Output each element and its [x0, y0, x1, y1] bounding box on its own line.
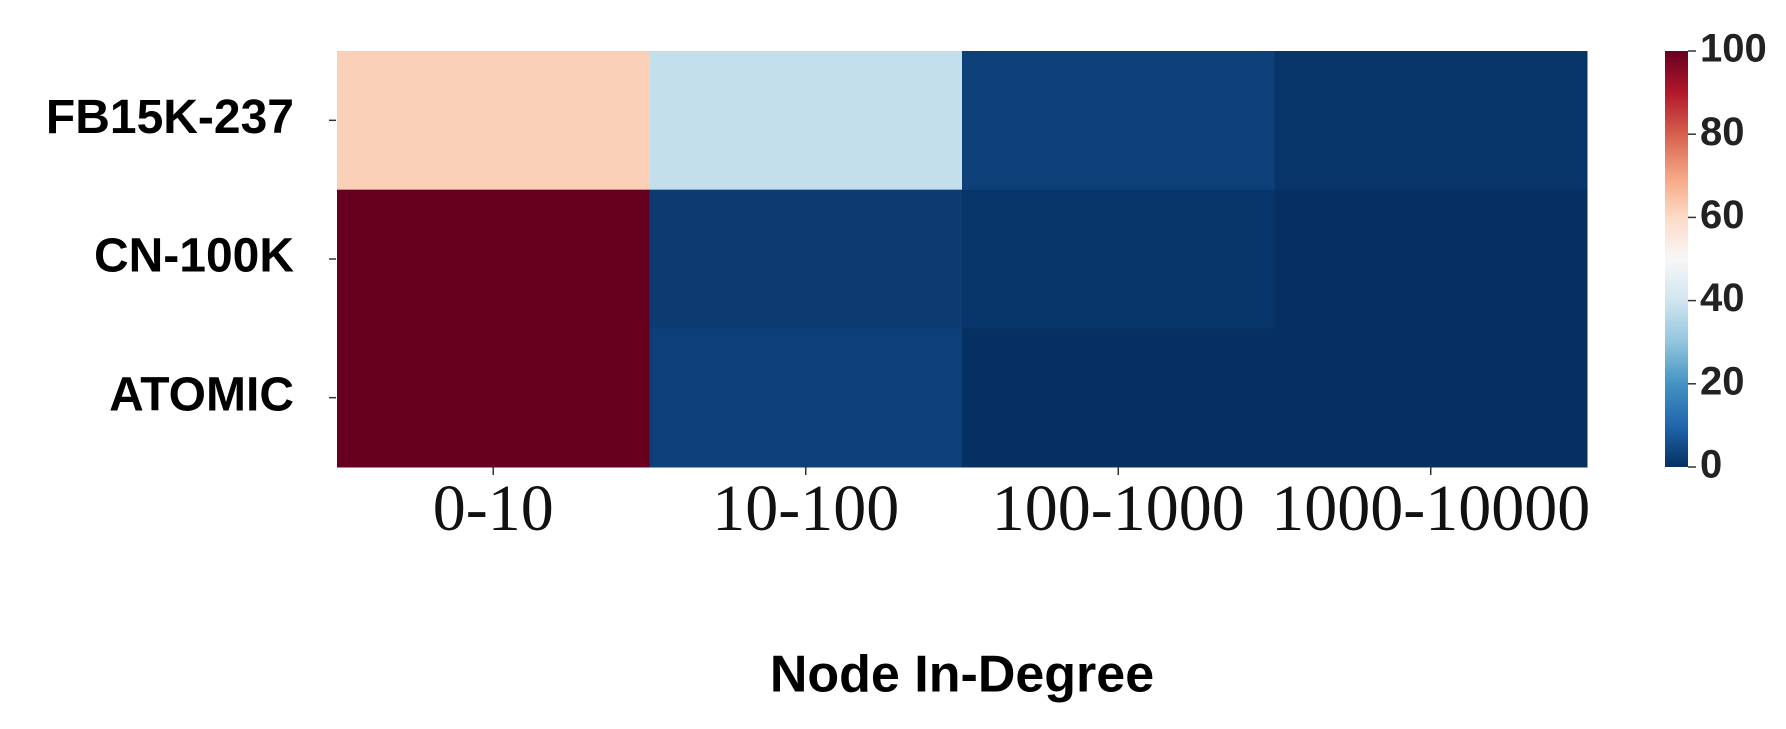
x-tick-label: 1000-10000	[1271, 472, 1590, 545]
x-tick-label: 100-1000	[992, 472, 1245, 545]
heatmap-cell	[649, 189, 963, 329]
x-tick-label: 0-10	[433, 472, 554, 545]
heatmap-cell	[337, 328, 650, 468]
heatmap-cell	[337, 51, 650, 191]
y-tick-label: ATOMIC	[109, 368, 294, 421]
colorbar-tick-label: 80	[1700, 110, 1745, 154]
heatmap-cell	[1274, 51, 1588, 191]
x-axis-title: Node In-Degree	[770, 646, 1154, 704]
heatmap-cell	[337, 189, 650, 329]
heatmap-cell	[962, 189, 1275, 329]
heatmap-cell	[962, 51, 1275, 191]
colorbar-tick-label: 0	[1700, 443, 1722, 487]
colorbar-tick-label: 100	[1700, 27, 1767, 71]
y-tick-label: FB15K-237	[46, 91, 294, 144]
colorbar-tick-label: 60	[1700, 193, 1745, 237]
heatmap-cell	[1274, 189, 1588, 329]
heatmap-cell	[649, 328, 963, 468]
colorbar-tick-label: 20	[1700, 359, 1745, 403]
heatmap-cell	[962, 328, 1275, 468]
heatmap-cell	[1274, 328, 1588, 468]
y-tick-label: CN-100K	[94, 230, 294, 283]
heatmap-cell	[649, 51, 963, 191]
colorbar	[1665, 51, 1688, 467]
x-tick-label: 10-100	[712, 472, 899, 545]
colorbar-tick-label: 40	[1700, 276, 1745, 320]
